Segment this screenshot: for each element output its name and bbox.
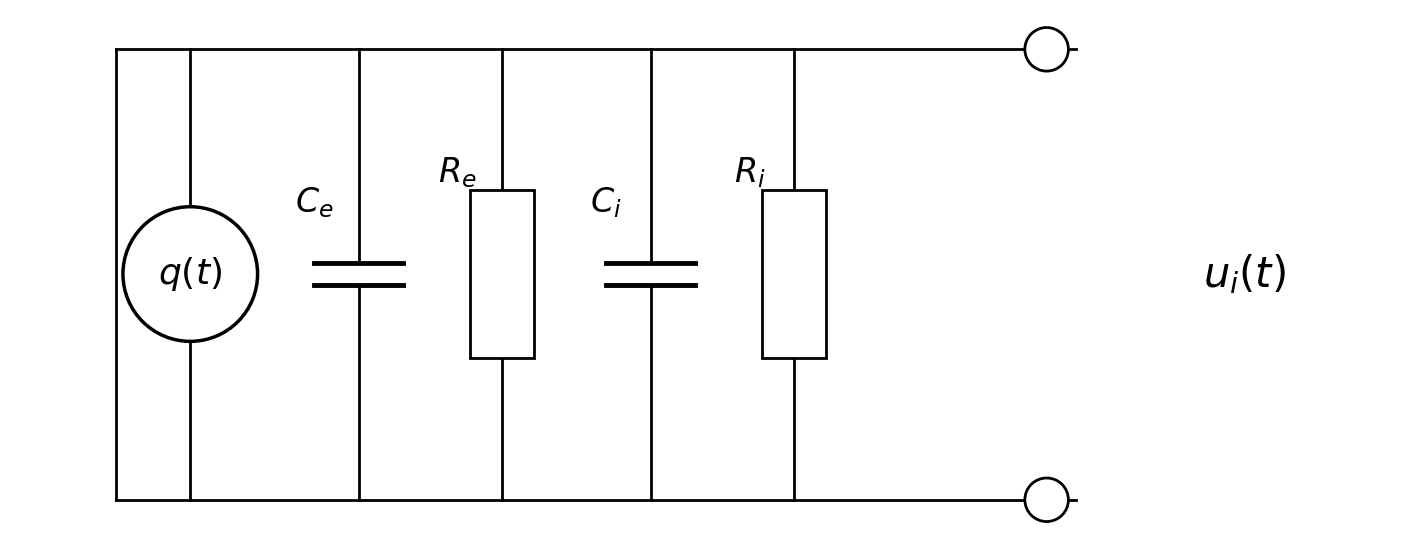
Circle shape	[1025, 478, 1069, 521]
Bar	[470, 190, 534, 358]
Text: $C_i$: $C_i$	[590, 185, 621, 220]
Text: $C_e$: $C_e$	[295, 185, 333, 220]
Text: $R_i$: $R_i$	[734, 156, 765, 190]
Circle shape	[1025, 27, 1069, 71]
Bar	[762, 190, 826, 358]
Text: $u_i(t)$: $u_i(t)$	[1203, 252, 1287, 296]
Text: $q(t)$: $q(t)$	[158, 255, 222, 293]
Text: $R_e$: $R_e$	[439, 156, 477, 190]
Circle shape	[123, 207, 258, 341]
